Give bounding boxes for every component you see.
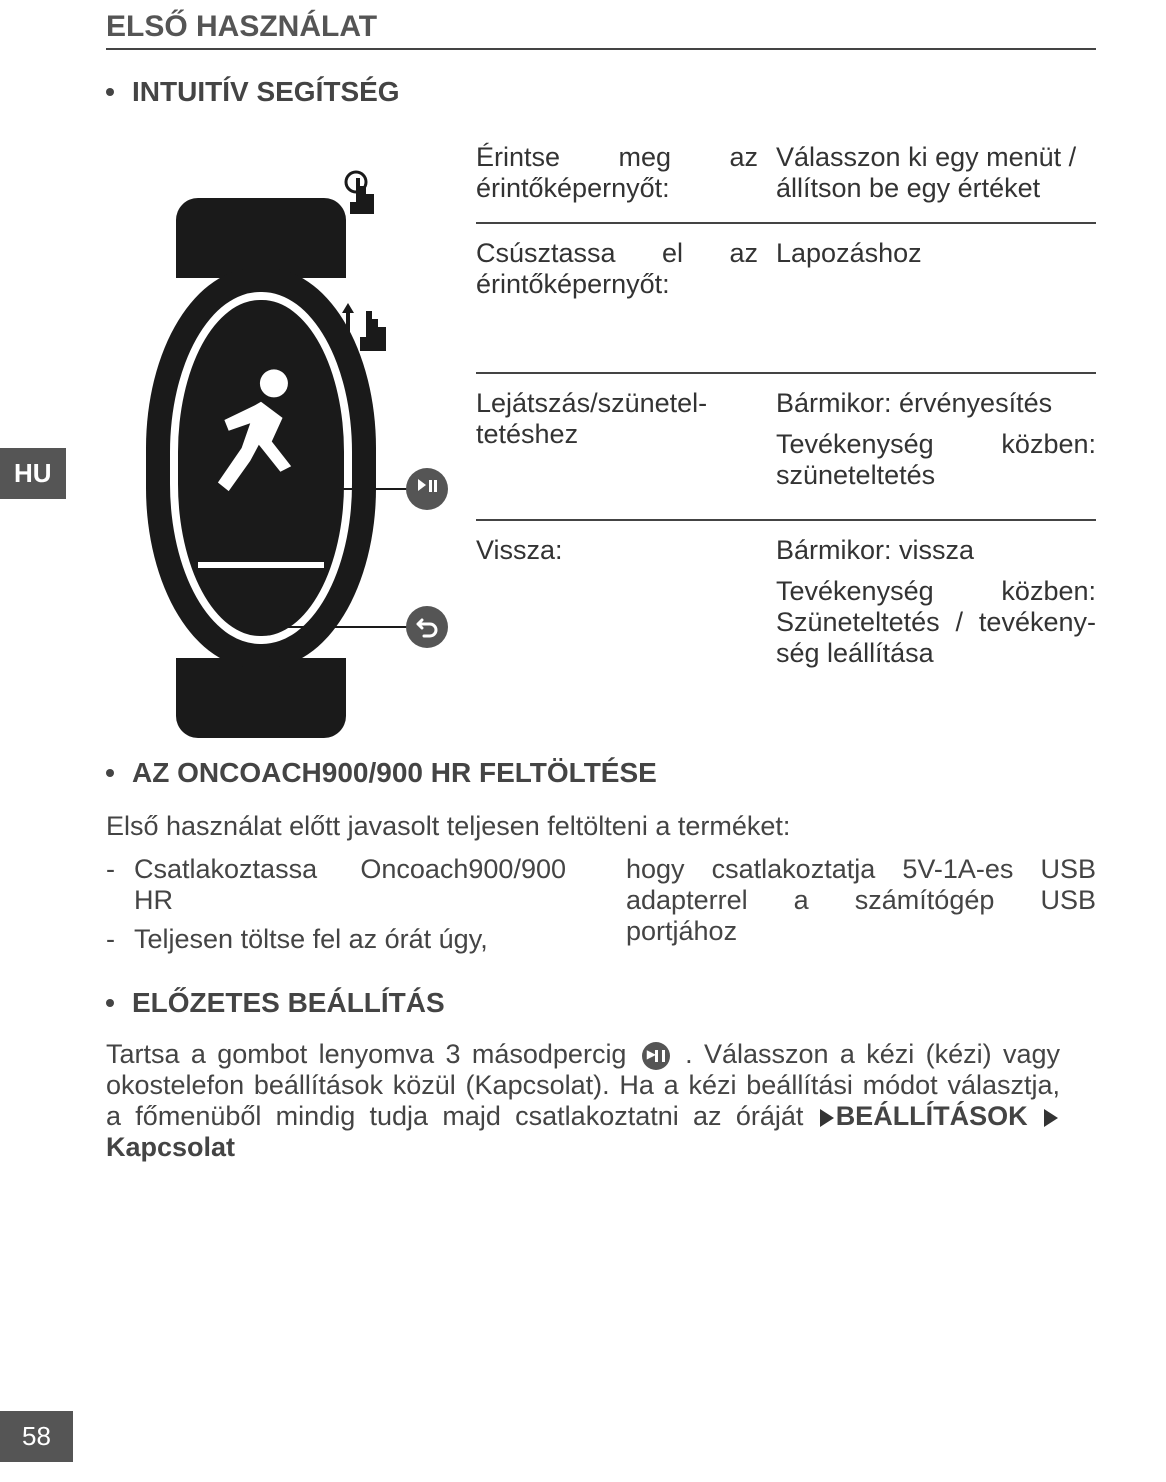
- gesture-left: Érintse meg az érintőképernyőt:: [476, 142, 776, 204]
- charging-item: - Teljesen töltse fel az órát úgy,: [106, 924, 566, 955]
- bullet-dot-icon: [106, 999, 114, 1007]
- gesture-right: Bármikor: érvényesítés Tevékenység közbe…: [776, 388, 1096, 501]
- swipe-icon: [336, 293, 386, 363]
- watch-illustration: [106, 128, 476, 697]
- triangle-icon: [820, 1109, 834, 1127]
- charging-heading: AZ ONCOACH900/900 HR FELTÖLTÉSE: [106, 757, 1096, 789]
- presetup-heading: ELŐZETES BEÁLLÍTÁS: [106, 987, 1096, 1019]
- gesture-table: Érintse meg az érintőképernyőt: Válasszo…: [476, 128, 1096, 697]
- charging-right-text: hogy csatlakoztatja 5V-1A-es USB adapter…: [626, 854, 1096, 963]
- presetup-text: Tartsa a gombot lenyomva 3 másodpercig .…: [106, 1039, 1060, 1163]
- language-tab: HU: [0, 448, 66, 499]
- gesture-right: Válasszon ki egy menüt / állítson be egy…: [776, 142, 1096, 204]
- runner-icon: [206, 364, 316, 504]
- intuitive-heading-label: INTUITÍV SEGÍTSÉG: [132, 76, 400, 108]
- gesture-left: Vissza:: [476, 535, 776, 679]
- back-icon: [406, 606, 448, 648]
- touch-icon: [336, 168, 386, 218]
- gesture-right: Lapozáshoz: [776, 238, 1096, 354]
- charging-heading-label: AZ ONCOACH900/900 HR FELTÖLTÉSE: [132, 757, 657, 789]
- presetup-heading-label: ELŐZETES BEÁLLÍTÁS: [132, 987, 445, 1019]
- play-pause-icon: [406, 468, 448, 510]
- section-title: ELSŐ HASZNÁLAT: [106, 10, 1096, 50]
- gesture-right: Bármikor: vissza Tevékenység közben: Szü…: [776, 535, 1096, 679]
- gesture-left: Csúsztassa el az érintőképernyőt:: [476, 238, 776, 354]
- bullet-dot-icon: [106, 88, 114, 96]
- intuitive-heading: INTUITÍV SEGÍTSÉG: [106, 76, 1096, 108]
- triangle-icon: [1044, 1109, 1058, 1127]
- charging-item: - Csatlakoztassa Oncoach900/900 HR: [106, 854, 566, 916]
- charging-intro: Első használat előtt javasolt teljesen f…: [106, 811, 1096, 842]
- play-pause-inline-icon: [642, 1042, 670, 1070]
- page-number: 58: [0, 1411, 73, 1462]
- gesture-left: Lejátszás/szünetel­tetéshez: [476, 388, 776, 501]
- bullet-dot-icon: [106, 769, 114, 777]
